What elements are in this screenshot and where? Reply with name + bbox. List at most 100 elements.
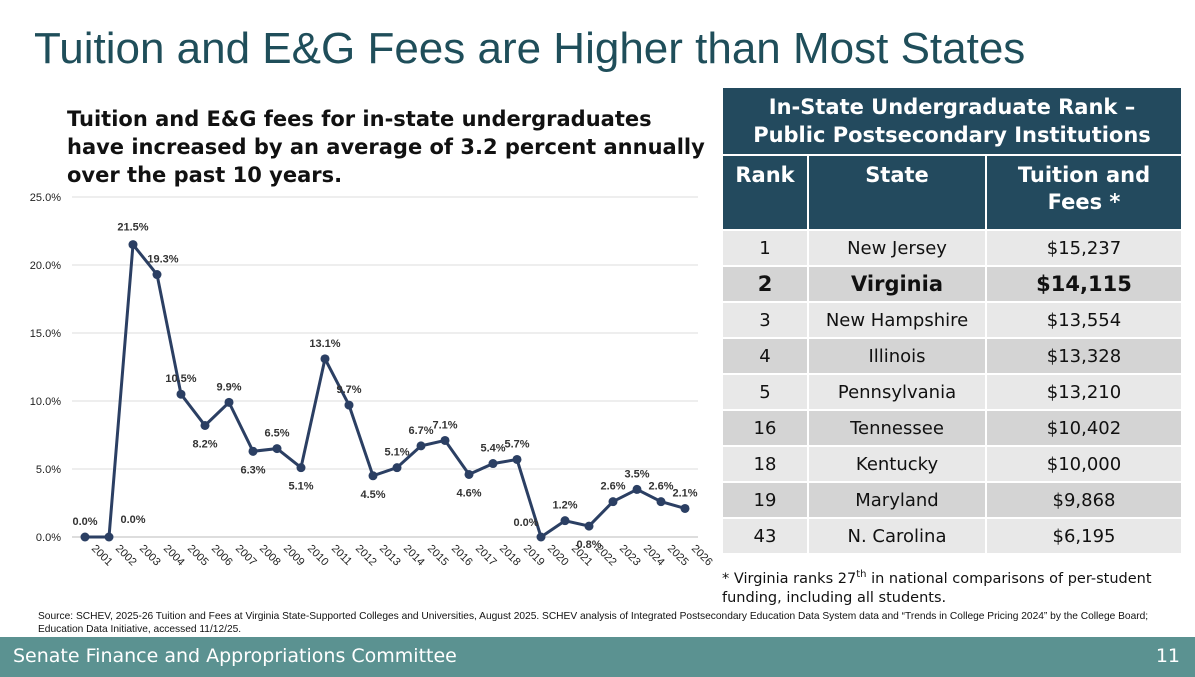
- x-tick-label: 2009: [281, 543, 307, 569]
- x-tick-label: 2002: [113, 543, 139, 569]
- header-tuition-fees: Tuition and Fees *: [985, 155, 1181, 230]
- footnote-text-end: in national comparisons of per-student f…: [722, 570, 1152, 606]
- fees-cell: $15,237: [985, 229, 1181, 266]
- rank-cell: 19: [723, 481, 808, 518]
- rank-cell: 16: [723, 409, 808, 446]
- data-point: [512, 454, 522, 464]
- data-point: [176, 389, 186, 399]
- data-label: 5.1%: [288, 481, 313, 493]
- data-label: 7.1%: [432, 419, 457, 431]
- y-tick-label: 15.0%: [30, 328, 61, 340]
- x-tick-label: 2013: [377, 543, 403, 569]
- x-tick-label: 2010: [305, 543, 331, 569]
- x-tick-label: 2003: [137, 543, 163, 569]
- y-tick-label: 25.0%: [30, 192, 61, 204]
- data-point: [416, 441, 426, 451]
- data-point: [104, 532, 114, 542]
- data-label: 2.6%: [600, 481, 625, 493]
- rank-cell: 3: [723, 301, 808, 338]
- data-point: [632, 484, 642, 494]
- data-label: 21.5%: [117, 222, 148, 234]
- rank-cell: 1: [723, 229, 808, 266]
- data-point: [296, 463, 306, 473]
- x-tick-label: 2005: [185, 543, 211, 569]
- state-cell: New Jersey: [807, 229, 986, 266]
- data-point: [248, 446, 258, 456]
- data-label: 9.7%: [336, 384, 361, 396]
- data-point: [152, 270, 162, 280]
- data-label: 8.2%: [192, 438, 217, 450]
- x-tick-label: 2001: [89, 543, 115, 569]
- fees-cell: $13,328: [985, 337, 1181, 374]
- x-tick-label: 2024: [641, 543, 667, 569]
- rank-footnote: * Virginia ranks 27th in national compar…: [722, 565, 1192, 608]
- header-fees-line2: Fees *: [1047, 190, 1121, 214]
- state-cell: Virginia: [807, 265, 986, 302]
- data-point: [344, 400, 354, 410]
- x-tick-label: 2016: [449, 543, 475, 569]
- state-cell: Kentucky: [807, 445, 986, 482]
- header-rank: Rank: [723, 155, 808, 230]
- data-label: 6.3%: [240, 464, 265, 476]
- x-tick-label: 2012: [353, 543, 379, 569]
- data-point: [320, 354, 330, 364]
- source-note: Source: SCHEV, 2025-26 Tuition and Fees …: [38, 611, 1149, 635]
- x-tick-label: 2015: [425, 543, 451, 569]
- x-tick-label: 2025: [665, 543, 691, 569]
- data-label: 5.7%: [504, 438, 529, 450]
- data-label: 19.3%: [147, 254, 178, 266]
- data-label: 6.7%: [408, 425, 433, 437]
- data-label: 4.5%: [360, 489, 385, 501]
- rank-cell: 4: [723, 337, 808, 374]
- data-label: 0.0%: [72, 516, 97, 528]
- data-label: 10.5%: [165, 373, 196, 385]
- rank-table-title-line2: Public Postsecondary Institutions: [753, 123, 1151, 147]
- data-label: 0.8%: [576, 539, 601, 551]
- state-cell: Pennsylvania: [807, 373, 986, 410]
- data-point: [440, 435, 450, 445]
- data-label: 1.2%: [552, 500, 577, 512]
- header-fees-line1: Tuition and: [1017, 163, 1151, 187]
- x-tick-label: 2007: [233, 543, 259, 569]
- x-tick-label: 2008: [257, 543, 283, 569]
- rank-table-title-line1: In-State Undergraduate Rank –: [768, 95, 1136, 119]
- tuition-increase-line-chart: 0.0%5.0%10.0%15.0%20.0%25.0% 20012002200…: [30, 192, 715, 569]
- y-tick-label: 10.0%: [30, 396, 61, 408]
- state-cell: Maryland: [807, 481, 986, 518]
- data-label: 6.5%: [264, 428, 289, 440]
- fees-cell: $10,402: [985, 409, 1181, 446]
- data-point: [272, 444, 282, 454]
- fees-cell: $14,115: [985, 265, 1181, 302]
- data-point: [560, 516, 570, 526]
- rank-cell: 2: [723, 265, 808, 302]
- data-label: 13.1%: [309, 338, 340, 350]
- footer-bar: Senate Finance and Appropriations Commit…: [0, 637, 1195, 677]
- fees-cell: $6,195: [985, 517, 1181, 553]
- y-tick-label: 20.0%: [30, 260, 61, 272]
- x-tick-label: 2017: [473, 543, 499, 569]
- data-point: [224, 397, 234, 407]
- state-cell: Illinois: [807, 337, 986, 374]
- state-cell: Tennessee: [807, 409, 986, 446]
- data-point: [656, 497, 666, 507]
- rank-cell: 43: [723, 517, 808, 553]
- fees-cell: $13,554: [985, 301, 1181, 338]
- data-label: 9.9%: [216, 381, 241, 393]
- state-rank-table: In-State Undergraduate Rank – Public Pos…: [723, 88, 1181, 553]
- x-tick-label: 2020: [545, 543, 571, 569]
- x-tick-label: 2019: [521, 543, 547, 569]
- x-tick-label: 2018: [497, 543, 523, 569]
- data-label: 2.6%: [648, 481, 673, 493]
- state-cell: N. Carolina: [807, 517, 986, 553]
- data-point: [680, 503, 690, 513]
- data-label: 3.5%: [624, 468, 649, 480]
- data-point: [608, 497, 618, 507]
- page-number: 11: [1155, 645, 1180, 667]
- y-tick-label: 0.0%: [36, 532, 61, 544]
- x-tick-label: 2023: [617, 543, 643, 569]
- data-point: [392, 463, 402, 473]
- rank-cell: 18: [723, 445, 808, 482]
- footer-committee-name: Senate Finance and Appropriations Commit…: [13, 645, 457, 667]
- data-label: 0.0%: [120, 514, 145, 526]
- data-label: 5.4%: [480, 443, 505, 455]
